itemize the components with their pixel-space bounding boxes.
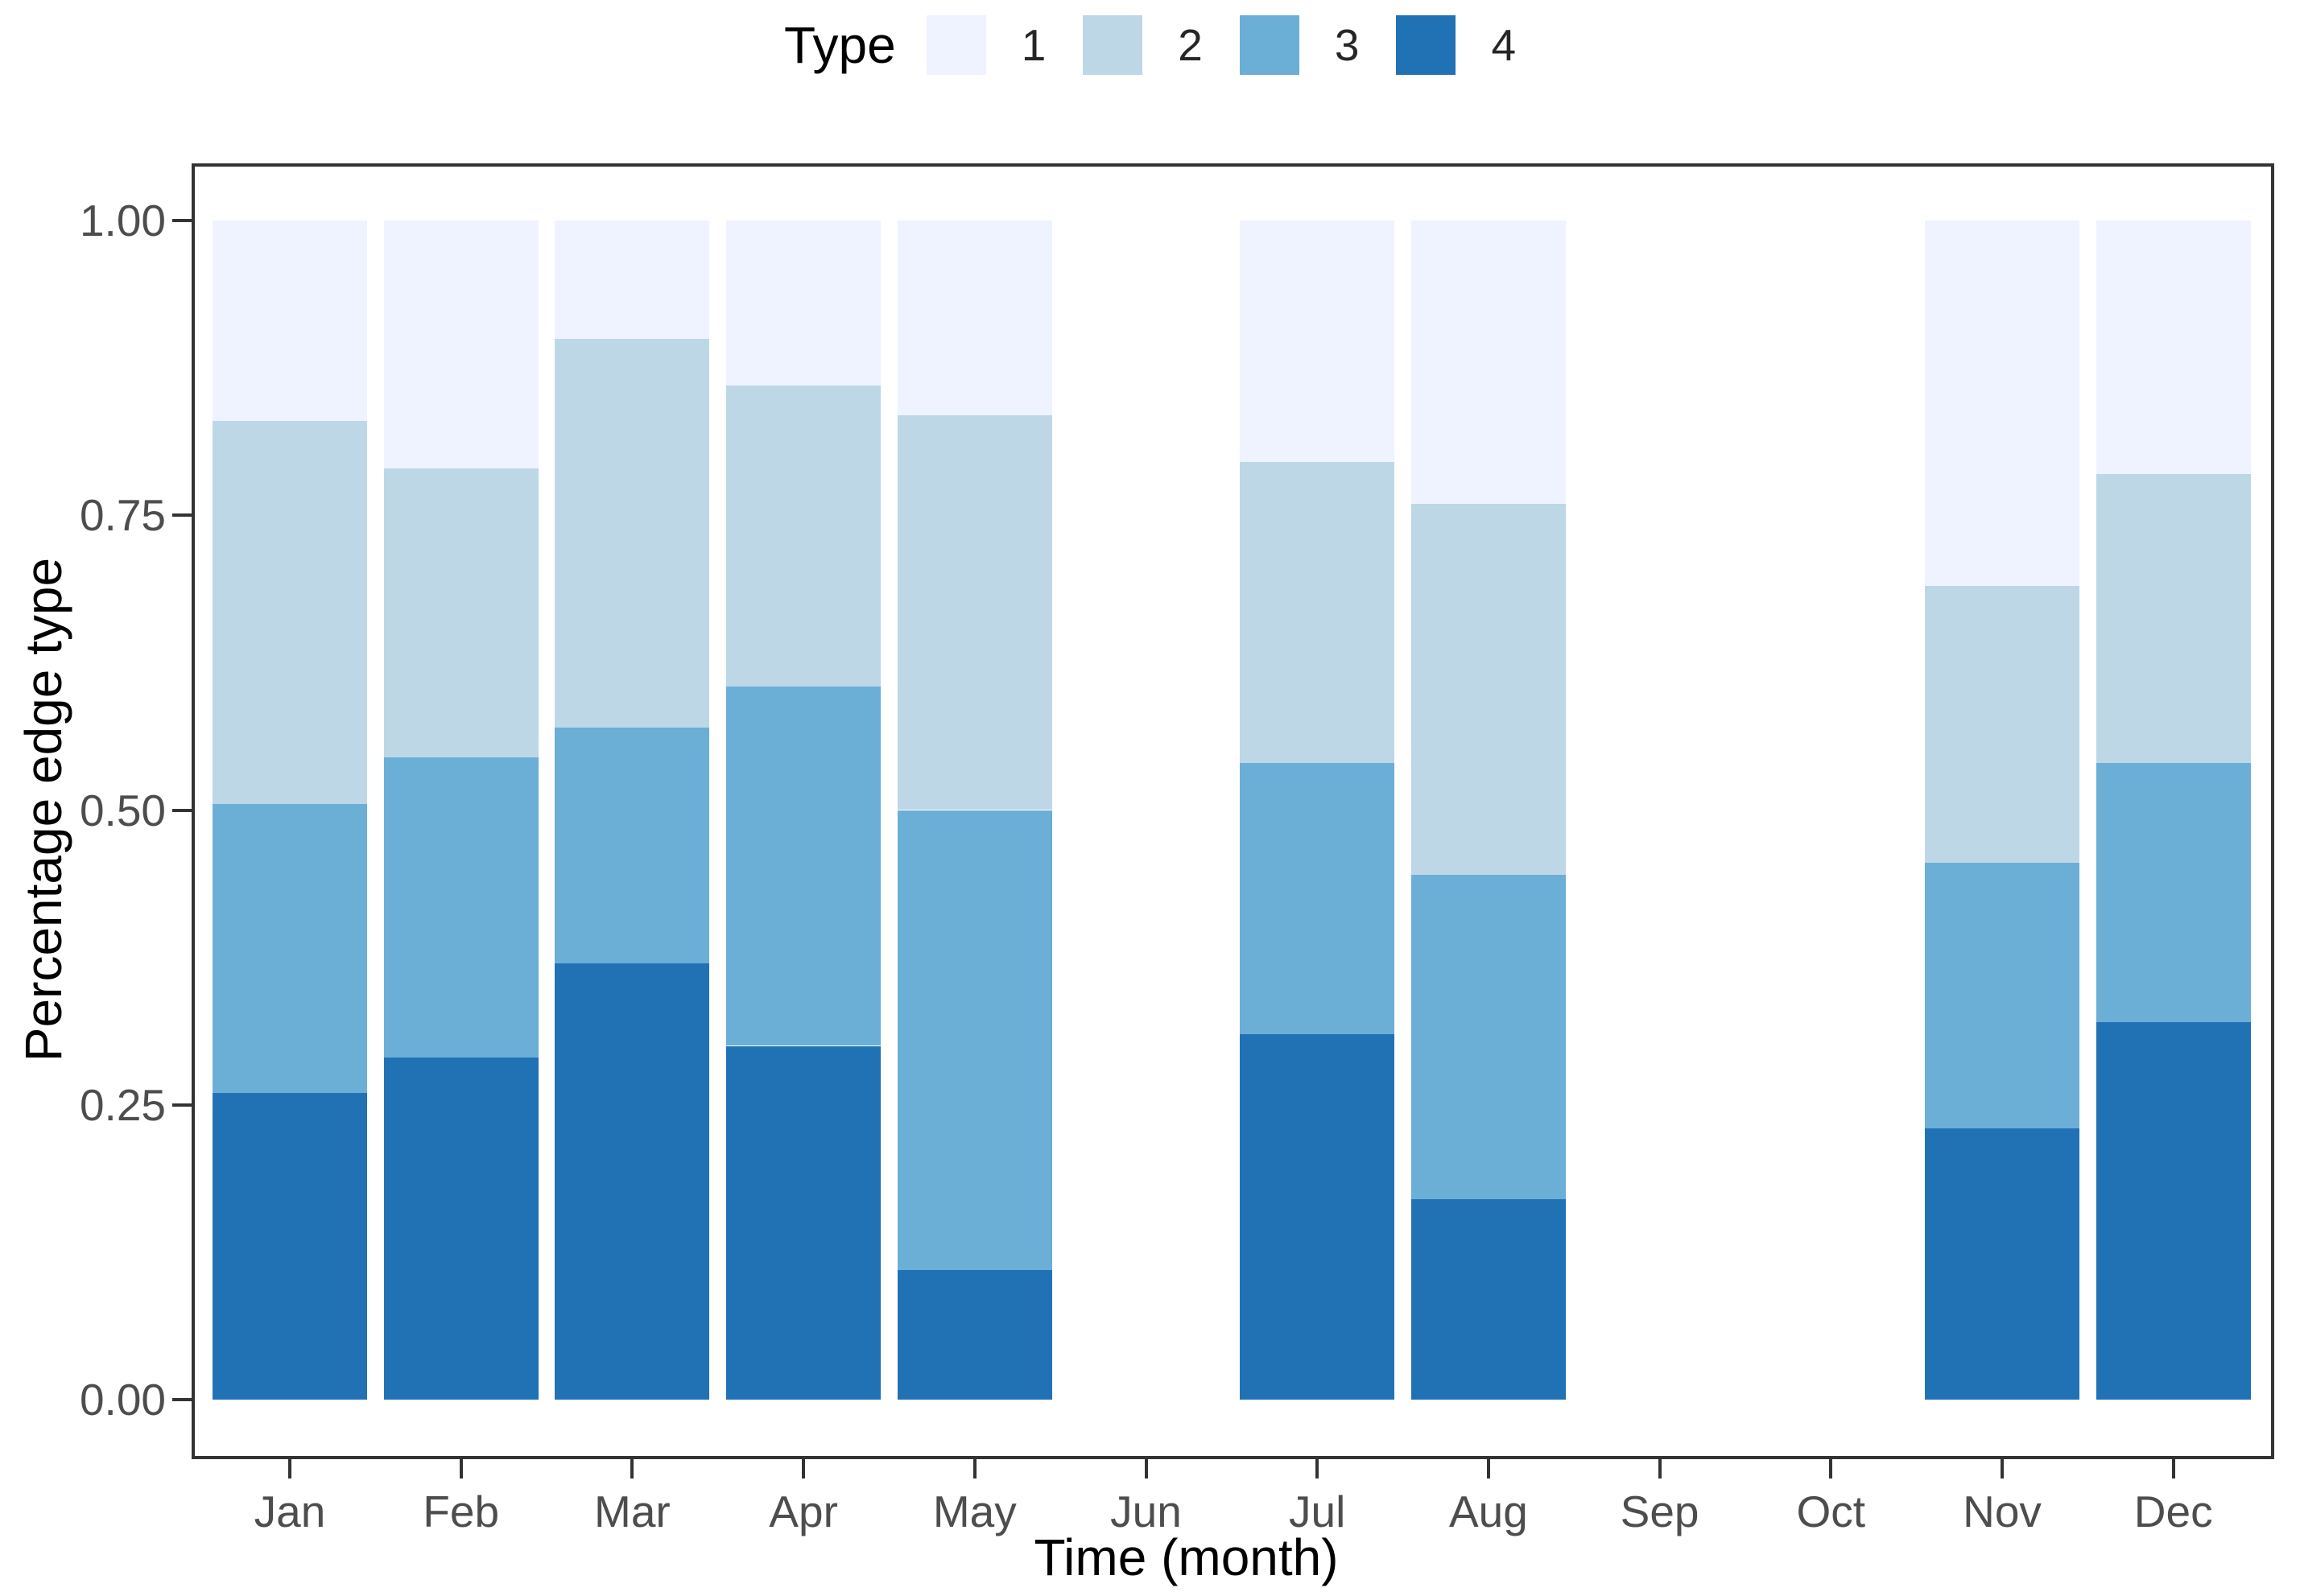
bar-segment-type-1-may (897, 221, 1052, 415)
bar-segment-type-4-may (897, 1269, 1052, 1400)
y-tick-label: 0.00 (79, 1375, 166, 1425)
y-tick-label: 0.50 (79, 785, 166, 835)
x-tick-mark (2001, 1459, 2004, 1478)
x-tick-label: Jul (1289, 1487, 1346, 1536)
legend-item-type-1: 1 (926, 15, 1047, 75)
legend-item-type-3: 3 (1239, 15, 1360, 75)
y-tick-label: 0.75 (79, 490, 166, 541)
x-tick-mark (1658, 1459, 1662, 1478)
y-tick-mark (172, 1103, 192, 1107)
legend-label: 4 (1491, 20, 1517, 70)
x-tick-mark (972, 1459, 977, 1478)
bar-segment-type-3-aug (1410, 875, 1566, 1199)
bar-segment-type-1-feb (383, 221, 539, 468)
x-tick-label: Jun (1110, 1487, 1182, 1536)
bar-segment-type-3-may (897, 810, 1052, 1270)
x-tick-mark (1486, 1459, 1490, 1478)
bar-segment-type-3-jan (213, 804, 367, 1094)
y-tick-mark (172, 808, 192, 812)
x-tick-label: Dec (2133, 1487, 2213, 1536)
x-tick-label: May (932, 1487, 1017, 1536)
x-tick-label: Apr (769, 1487, 838, 1536)
bar-segment-type-1-apr (726, 221, 882, 386)
bar-segment-type-2-feb (383, 468, 539, 757)
x-tick-mark (2171, 1459, 2175, 1478)
legend-items: 1 2 3 4 (926, 15, 1516, 75)
bar-segment-type-3-feb (383, 757, 539, 1058)
legend-swatch-type-1 (926, 15, 986, 75)
x-tick-mark (1315, 1459, 1319, 1478)
y-tick-mark (172, 513, 192, 518)
bar-segment-type-4-apr (726, 1045, 882, 1400)
chart-legend: Type 1 2 3 4 (0, 13, 2300, 77)
bar-segment-type-2-nov (1925, 586, 2079, 864)
x-tick-label: Sep (1620, 1487, 1699, 1536)
bar-segment-type-1-dec (2096, 221, 2251, 474)
legend-label: 2 (1178, 20, 1203, 70)
bar-segment-type-2-aug (1410, 503, 1566, 876)
x-axis-title: Time (month) (1034, 1528, 1339, 1586)
bar-segment-type-1-aug (1410, 221, 1566, 504)
x-tick-label: Oct (1796, 1487, 1866, 1536)
legend-label: 3 (1334, 20, 1360, 70)
y-tick-label: 0.25 (79, 1079, 166, 1130)
x-tick-mark (1144, 1459, 1148, 1478)
x-tick-mark (802, 1459, 806, 1478)
bar-segment-type-4-jan (213, 1093, 367, 1400)
legend-title: Type (783, 16, 896, 74)
bar-segment-type-1-jul (1240, 221, 1395, 463)
y-tick-mark (172, 1398, 192, 1401)
legend-item-type-2: 2 (1083, 15, 1203, 75)
bar-segment-type-1-nov (1925, 221, 2079, 587)
bar-segment-type-3-apr (726, 686, 882, 1046)
bar-segment-type-4-aug (1410, 1198, 1566, 1400)
x-tick-label: Mar (594, 1487, 671, 1536)
bar-segment-type-3-nov (1925, 863, 2079, 1129)
bar-segment-type-4-nov (1925, 1128, 2079, 1400)
plot-panel (192, 163, 2274, 1459)
bar-segment-type-2-may (897, 414, 1052, 810)
bar-segment-type-1-jan (213, 221, 367, 422)
bar-segment-type-1-mar (555, 221, 710, 339)
x-tick-mark (630, 1459, 634, 1478)
x-tick-label: Aug (1448, 1487, 1528, 1536)
bar-segment-type-4-dec (2096, 1022, 2251, 1400)
x-tick-mark (459, 1459, 463, 1478)
y-tick-mark (172, 219, 192, 222)
legend-label: 1 (1021, 20, 1047, 70)
x-tick-mark (1829, 1459, 1833, 1478)
bar-segment-type-4-mar (555, 963, 710, 1400)
bar-segment-type-3-mar (555, 727, 710, 963)
legend-swatch-type-4 (1396, 15, 1456, 75)
bar-segment-type-2-jul (1240, 462, 1395, 763)
legend-swatch-type-3 (1239, 15, 1299, 75)
bar-segment-type-2-apr (726, 386, 882, 687)
bar-segment-type-2-mar (555, 338, 710, 728)
legend-swatch-type-2 (1083, 15, 1143, 75)
legend-item-type-4: 4 (1396, 15, 1516, 75)
bar-segment-type-3-jul (1240, 762, 1395, 1034)
bar-segment-type-2-jan (213, 421, 367, 805)
bar-segment-type-4-feb (383, 1058, 539, 1400)
bar-segment-type-3-dec (2096, 762, 2251, 1023)
bar-segment-type-4-jul (1240, 1033, 1395, 1400)
x-tick-label: Feb (423, 1487, 500, 1536)
y-tick-label: 1.00 (79, 196, 166, 245)
x-tick-label: Jan (254, 1487, 326, 1536)
x-tick-label: Nov (1963, 1487, 2042, 1536)
bar-segment-type-2-dec (2096, 473, 2251, 763)
x-tick-mark (288, 1459, 291, 1478)
